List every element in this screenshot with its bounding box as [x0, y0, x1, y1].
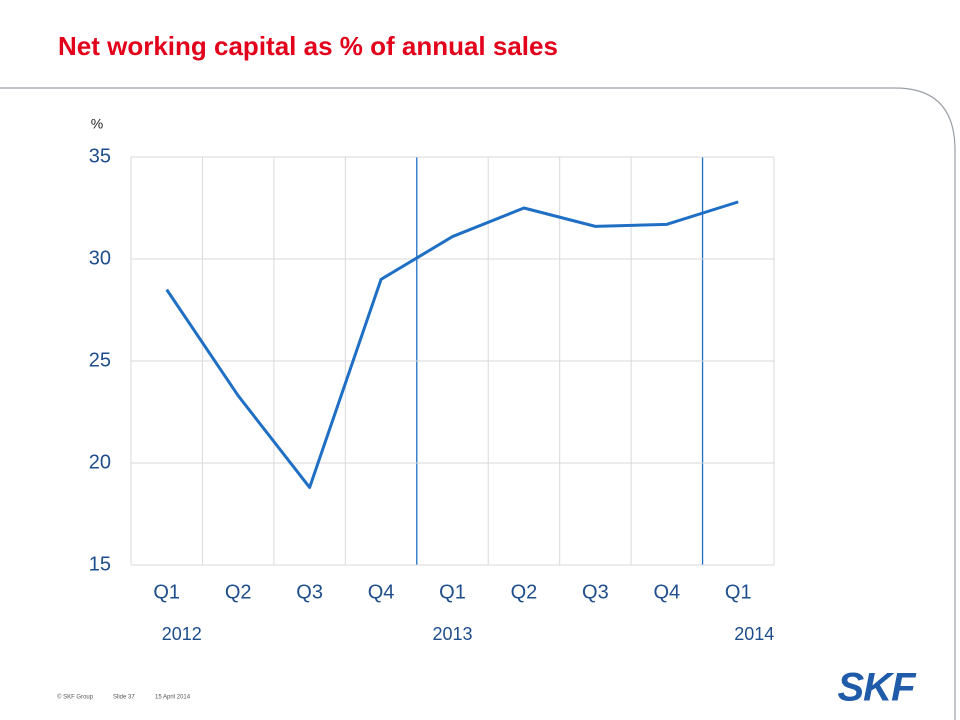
y-tick-label: 25 — [89, 349, 111, 371]
y-tick-label: 20 — [89, 451, 111, 473]
year-label: 2012 — [162, 624, 202, 644]
y-axis-label: % — [91, 116, 103, 132]
x-tick-label: Q4 — [368, 581, 395, 603]
data-line — [165, 200, 739, 489]
x-tick-label: Q1 — [153, 581, 180, 603]
x-tick-label: Q2 — [511, 581, 538, 603]
x-tick-label: Q3 — [582, 581, 609, 603]
y-tick-label: 15 — [89, 553, 111, 575]
x-tick-label: Q3 — [296, 581, 323, 603]
x-tick-label: Q1 — [439, 581, 466, 603]
year-label: 2014 — [734, 624, 774, 644]
logo: SKF — [838, 666, 918, 710]
x-tick-label: Q4 — [653, 581, 680, 603]
footer-slide: Slide 37 — [113, 695, 135, 701]
x-tick-label: Q1 — [725, 581, 752, 603]
decor-curve — [0, 87, 956, 720]
x-tick-label: Q2 — [225, 581, 252, 603]
y-tick-label: 35 — [89, 145, 111, 167]
year-label: 2013 — [432, 624, 472, 644]
y-tick-label: 30 — [89, 247, 111, 269]
footer-copyright: © SKF Group — [57, 694, 94, 701]
footer-date: 15 April 2014 — [155, 695, 191, 701]
chart-title: Net working capital as % of annual sales — [58, 31, 558, 61]
